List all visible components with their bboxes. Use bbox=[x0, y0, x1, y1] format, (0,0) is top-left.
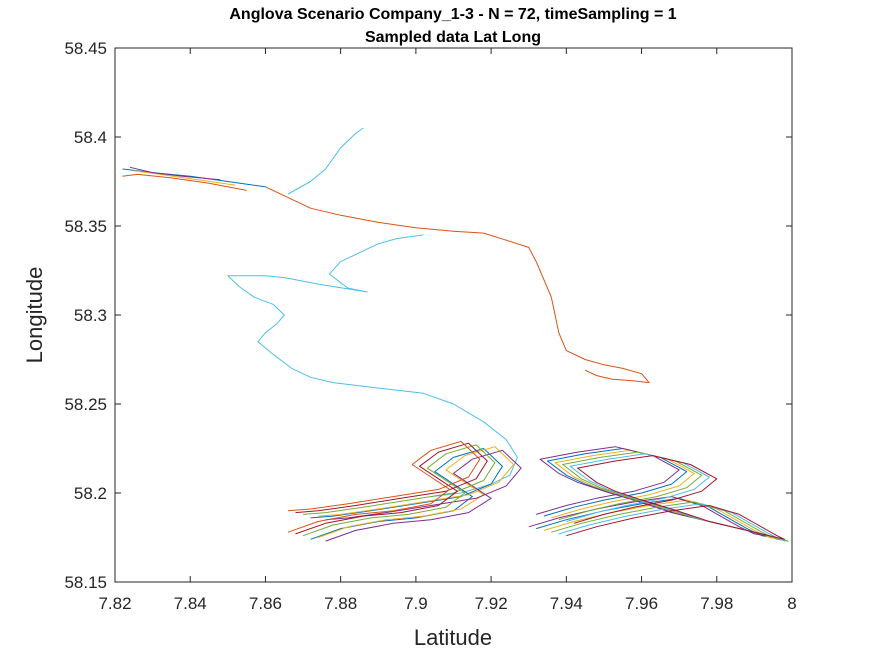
x-tick-label: 7.9 bbox=[404, 594, 428, 613]
series-line-4 bbox=[310, 448, 503, 540]
x-tick-label: 7.88 bbox=[324, 594, 357, 613]
series-line-1 bbox=[265, 186, 650, 384]
series-line-5 bbox=[317, 446, 515, 538]
chart-title: Anglova Scenario Company_1-3 - N = 72, t… bbox=[229, 6, 676, 23]
series-line-18 bbox=[133, 170, 236, 186]
y-tick-label: 58.25 bbox=[64, 395, 107, 414]
x-axis: 7.82 7.84 7.86 7.88 7.9 7.92 7.94 7.96 7.98 8 bbox=[98, 48, 797, 613]
x-axis-label: Latitude bbox=[414, 625, 492, 650]
series-line-15 bbox=[566, 455, 785, 540]
y-tick-label: 58.15 bbox=[64, 573, 107, 592]
y-tick-label: 58.3 bbox=[74, 306, 107, 325]
y-tick-label: 58.4 bbox=[74, 128, 107, 147]
series-line-8 bbox=[295, 442, 488, 535]
y-tick-label: 58.2 bbox=[74, 484, 107, 503]
series-line-7 bbox=[302, 444, 496, 537]
series-line-3 bbox=[227, 234, 518, 498]
y-axis-label: Longitude bbox=[22, 267, 47, 364]
series-line-17 bbox=[122, 173, 247, 191]
y-tick-label: 58.45 bbox=[64, 39, 107, 58]
series-line-12 bbox=[528, 446, 767, 537]
x-tick-label: 7.92 bbox=[475, 594, 508, 613]
x-tick-label: 8 bbox=[787, 594, 796, 613]
series-group bbox=[122, 127, 789, 542]
series-line-6 bbox=[325, 449, 522, 542]
x-tick-label: 7.96 bbox=[625, 594, 658, 613]
series-line-9 bbox=[287, 440, 481, 533]
series-line-16 bbox=[122, 168, 266, 188]
x-tick-label: 7.84 bbox=[174, 594, 207, 613]
series-line-2 bbox=[287, 127, 364, 195]
x-tick-label: 7.86 bbox=[249, 594, 282, 613]
y-axis: 58.15 58.2 58.25 58.3 58.35 58.4 58.45 bbox=[64, 39, 792, 592]
chart-subtitle: Sampled data Lat Long bbox=[365, 29, 541, 46]
x-tick-label: 7.98 bbox=[700, 594, 733, 613]
y-tick-label: 58.35 bbox=[64, 217, 107, 236]
plot-area bbox=[114, 47, 793, 583]
x-tick-label: 7.94 bbox=[550, 594, 583, 613]
series-line-19 bbox=[129, 166, 221, 181]
x-tick-label: 7.82 bbox=[98, 594, 131, 613]
